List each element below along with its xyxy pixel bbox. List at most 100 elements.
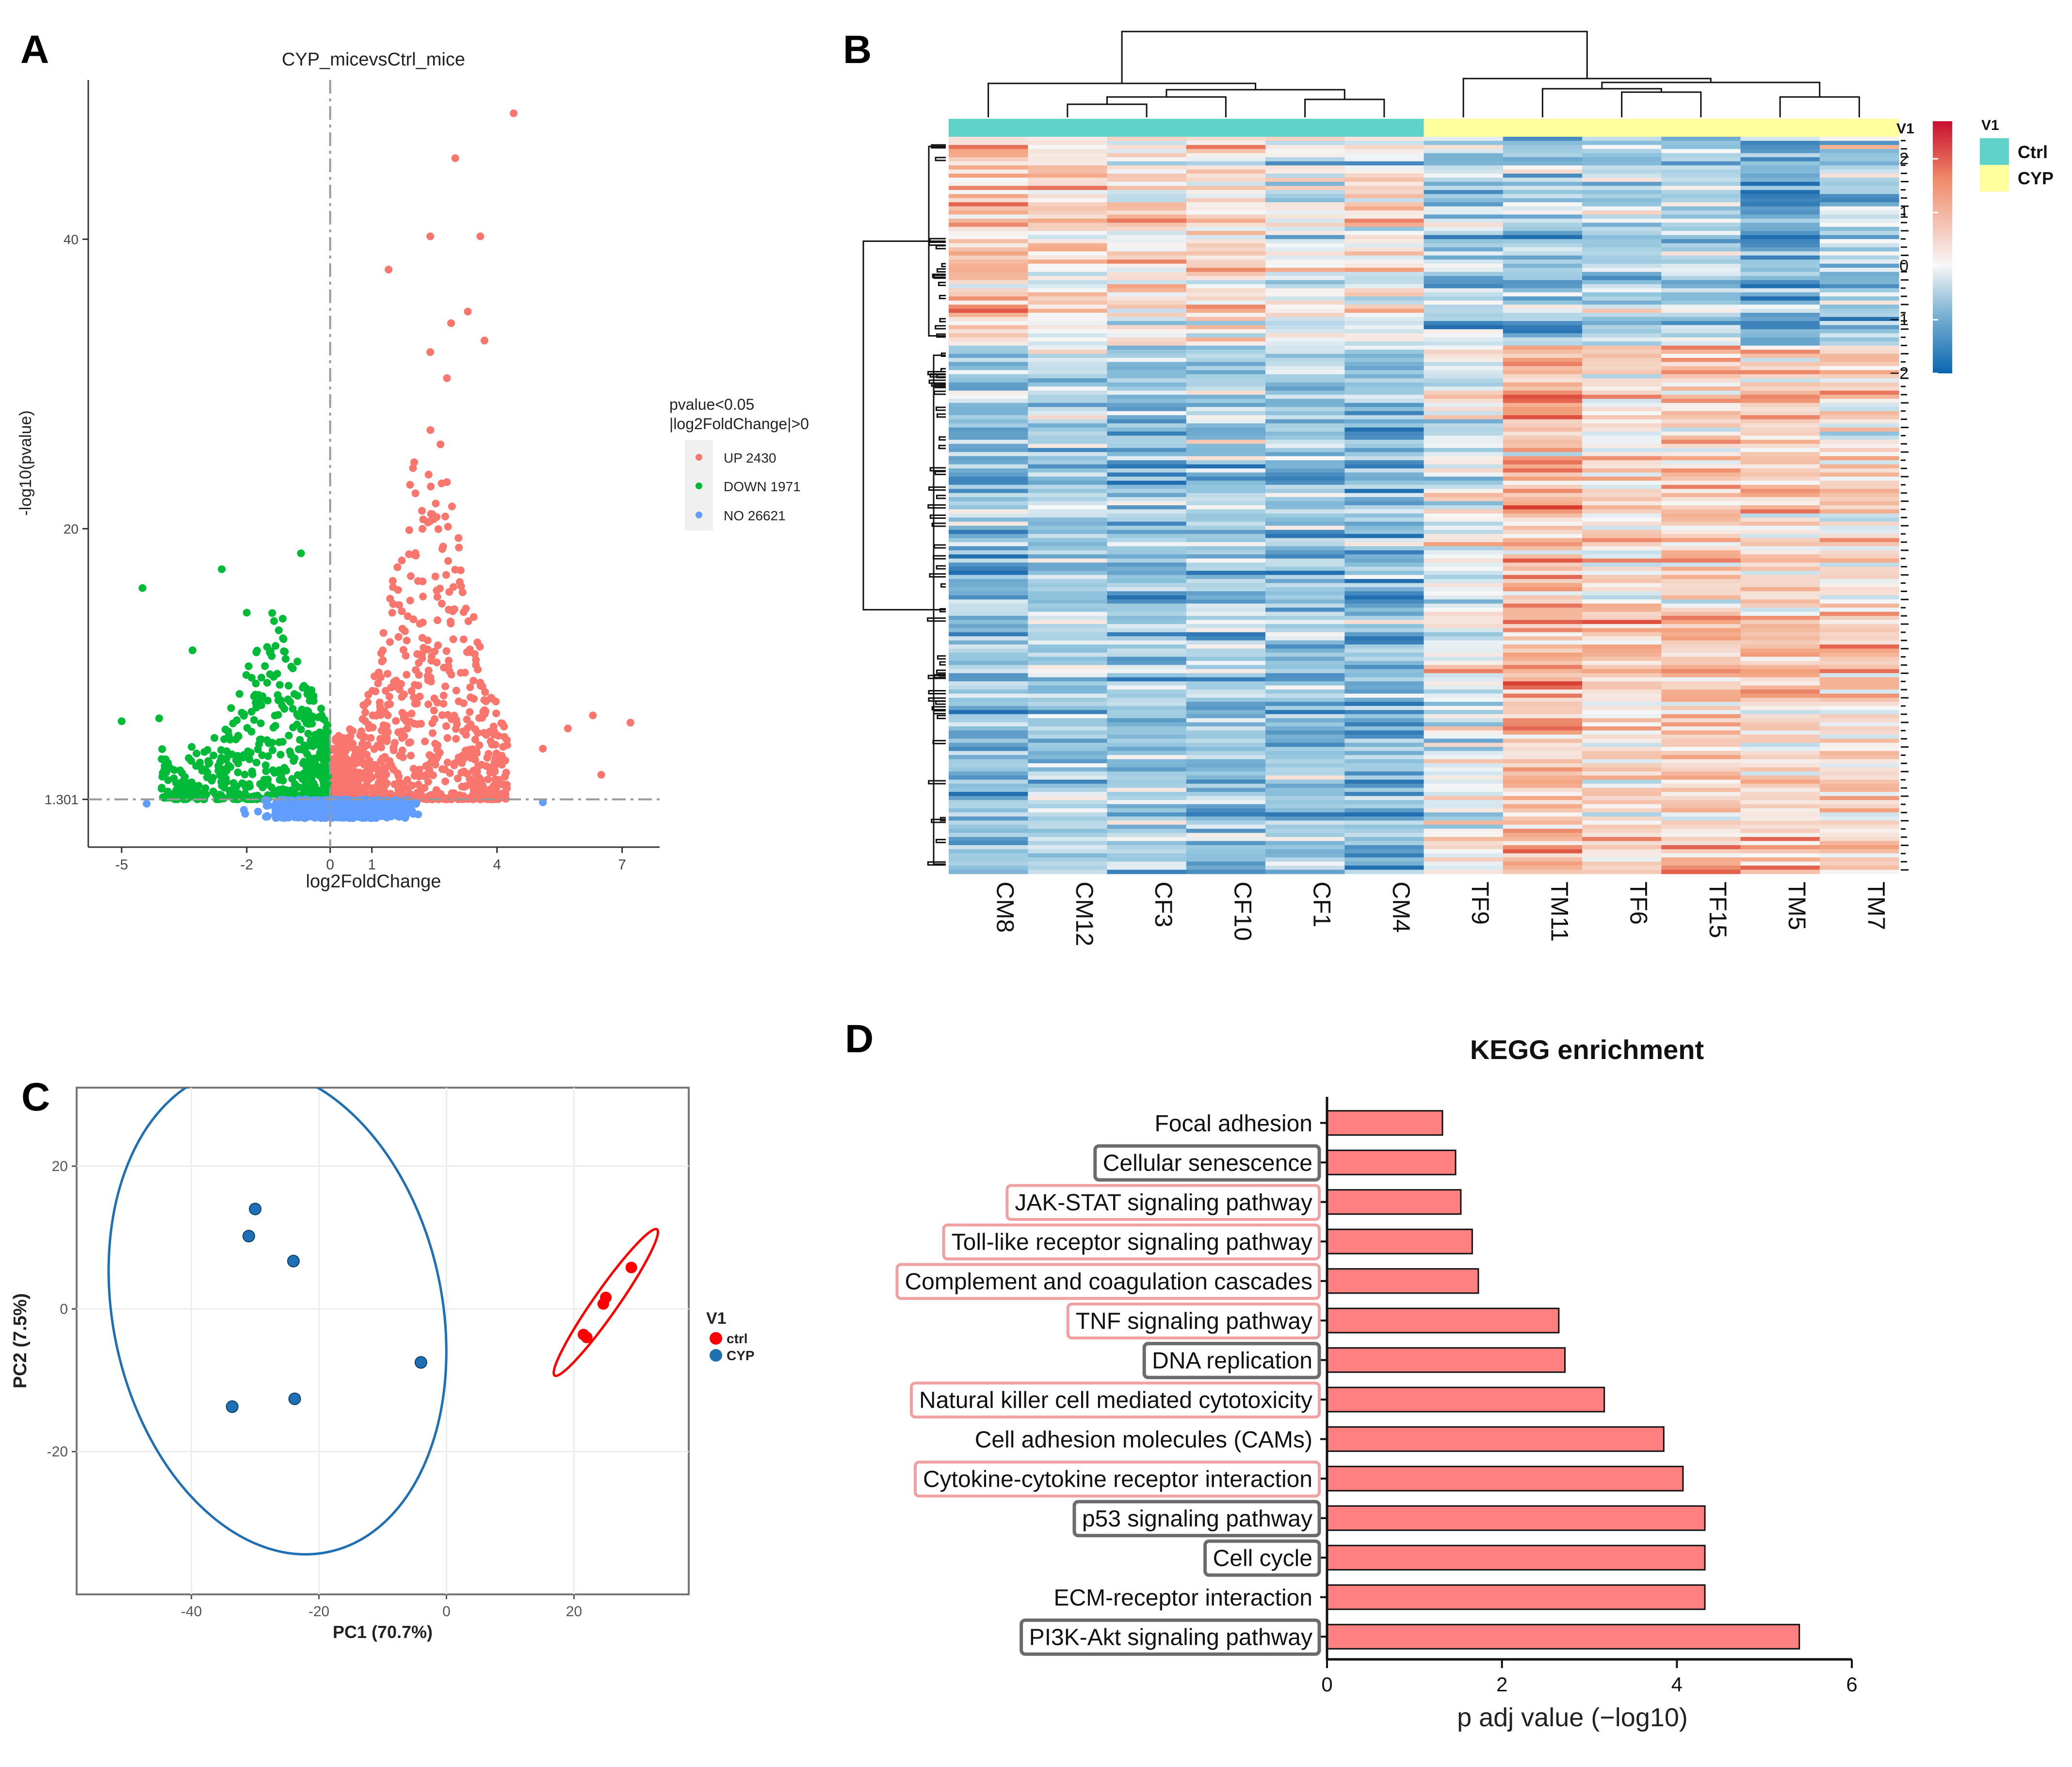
heatmap-cell xyxy=(1661,313,1741,318)
heatmap-cell xyxy=(1582,464,1662,469)
heatmap-cell xyxy=(1028,145,1108,149)
heatmap-cell xyxy=(1186,280,1266,285)
row-dendrogram-link xyxy=(928,780,946,785)
heatmap-cell xyxy=(1503,546,1583,551)
heatmap-cell xyxy=(1265,673,1345,678)
heatmap-cell xyxy=(1028,693,1108,698)
volcano-point-up xyxy=(379,629,388,637)
heatmap-cell xyxy=(949,714,1028,719)
heatmap-cell xyxy=(1344,550,1424,555)
heatmap-cell xyxy=(1661,280,1741,285)
heatmap-column-label: TM11 xyxy=(1546,882,1573,942)
heatmap-cell xyxy=(1107,497,1187,502)
heatmap-cell xyxy=(1186,861,1266,866)
heatmap-cell xyxy=(1582,165,1662,170)
heatmap-cell xyxy=(1028,325,1108,330)
heatmap-cell xyxy=(1661,648,1741,653)
heatmap-cell xyxy=(1186,636,1266,641)
heatmap-cell xyxy=(1265,313,1345,318)
volcano-point-no xyxy=(408,807,416,815)
heatmap-cell xyxy=(1107,820,1187,825)
heatmap-cell xyxy=(1107,370,1187,375)
heatmap-cell xyxy=(1028,141,1108,145)
heatmap-column-label: CF3 xyxy=(1150,882,1177,927)
heatmap-cell xyxy=(1107,358,1187,362)
heatmap-cell xyxy=(1819,468,1899,473)
heatmap-cell xyxy=(1344,137,1424,141)
heatmap-cell xyxy=(949,218,1028,223)
heatmap-cell xyxy=(1582,779,1662,784)
heatmap-cell xyxy=(1661,808,1741,813)
heatmap-cell xyxy=(1661,481,1741,485)
heatmap-cell xyxy=(1186,837,1266,841)
heatmap-cell xyxy=(1661,345,1741,350)
heatmap-cell xyxy=(1265,747,1345,752)
heatmap-cell xyxy=(1265,816,1345,821)
heatmap-cell xyxy=(1186,476,1266,481)
heatmap-cell xyxy=(1107,174,1187,178)
heatmap-cell xyxy=(1503,476,1583,481)
heatmap-cell xyxy=(1661,358,1741,362)
heatmap-cell xyxy=(1107,476,1187,481)
volcano-point-up xyxy=(400,714,408,723)
heatmap-cell xyxy=(1028,313,1108,318)
heatmap-cell xyxy=(1186,657,1266,661)
heatmap-cell xyxy=(949,423,1028,428)
volcano-point-down xyxy=(280,647,288,656)
dendrogram-link xyxy=(1166,89,1345,99)
heatmap-cell xyxy=(1661,137,1741,141)
heatmap-cell xyxy=(1582,702,1662,707)
heatmap-cell xyxy=(1819,648,1899,653)
volcano-point-down xyxy=(270,673,278,681)
volcano-point-up-outlier xyxy=(626,719,634,727)
volcano-point-up xyxy=(379,646,387,655)
dendrogram-link xyxy=(987,82,1257,117)
heatmap-cell xyxy=(1503,779,1583,784)
heatmap-cell xyxy=(1265,771,1345,776)
heatmap-cell xyxy=(1186,820,1266,825)
heatmap-cell xyxy=(1582,550,1662,555)
volcano-point-up xyxy=(456,566,465,575)
heatmap-cell xyxy=(1344,263,1424,268)
heatmap-cell xyxy=(1819,575,1899,579)
heatmap-cell xyxy=(949,198,1028,203)
heatmap-color-key-ticks: 210−1−2 xyxy=(1890,149,1938,383)
volcano-point-no xyxy=(275,812,283,820)
heatmap-color-key: 210−1−2 xyxy=(1890,121,1952,383)
heatmap-cell xyxy=(1028,235,1108,240)
volcano-point-up xyxy=(438,711,446,719)
heatmap-cell xyxy=(1819,714,1899,719)
volcano-point-up xyxy=(434,616,441,625)
heatmap-cell xyxy=(1344,395,1424,399)
volcano-point-down xyxy=(221,725,229,734)
volcano-point-up xyxy=(384,670,391,678)
heatmap-cell xyxy=(1740,366,1820,370)
heatmap-cell xyxy=(1028,665,1108,670)
heatmap-cell xyxy=(1582,845,1662,850)
heatmap-cell xyxy=(1503,169,1583,174)
heatmap-cell xyxy=(1107,353,1187,358)
heatmap-cell xyxy=(1740,759,1820,764)
dendrogram-link xyxy=(1462,78,1712,117)
heatmap-cell xyxy=(1028,677,1108,682)
heatmap-cell xyxy=(1265,402,1345,407)
volcano-point-up xyxy=(381,772,388,781)
heatmap-cell xyxy=(1344,247,1424,252)
volcano-point-up xyxy=(491,767,499,775)
heatmap-cell xyxy=(1503,226,1583,231)
heatmap-cell xyxy=(1661,497,1741,502)
volcano-point-down xyxy=(245,780,253,788)
heatmap-cell xyxy=(1028,476,1108,481)
heatmap-cell xyxy=(1186,579,1266,583)
volcano-point-up xyxy=(445,667,453,675)
heatmap-cell xyxy=(1265,259,1345,264)
heatmap-cell xyxy=(1186,730,1266,735)
heatmap-cell xyxy=(1186,198,1266,203)
heatmap-cell xyxy=(1503,538,1583,543)
heatmap-cell xyxy=(1740,751,1820,755)
heatmap-cell xyxy=(1265,456,1345,461)
heatmap-cell xyxy=(949,755,1028,760)
heatmap-cell xyxy=(1186,660,1266,665)
heatmap-cell xyxy=(1819,280,1899,285)
heatmap-cell xyxy=(1424,272,1504,276)
